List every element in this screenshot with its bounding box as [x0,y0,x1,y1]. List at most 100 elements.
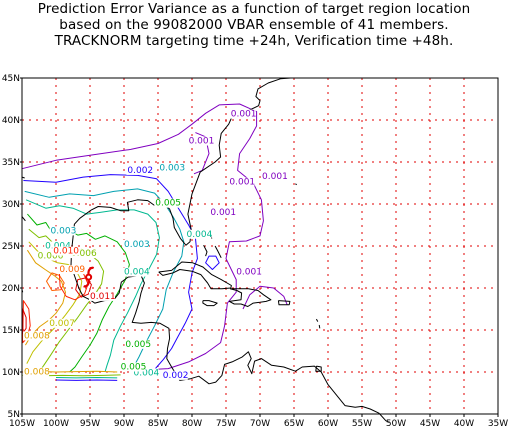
contour-label-background [154,198,181,208]
lon-tick-label: 55W [352,419,372,428]
coastline [21,216,26,222]
contour-label: 0.006 [71,249,97,259]
contour-label-background [69,249,96,259]
contour-label: 0.002 [163,371,189,381]
coastline [214,245,222,259]
contour-label: 0.003 [159,163,185,173]
lat-tick-label: 40N [2,116,20,126]
lat-tick-label: 35N [2,158,20,168]
coastlines [21,77,390,423]
lon-tick-label: 95W [80,419,100,428]
coastline [228,288,272,307]
contour-label-background [158,163,185,173]
contour-line-0-001 [242,285,288,310]
lat-lon-grid [22,78,498,414]
contour-label: 0.008 [24,368,50,378]
contour-label-background [123,267,149,277]
lat-tick-label: 45N [2,74,20,84]
contour-label: 0.009 [59,265,85,275]
contour-line-0-004 [25,199,160,373]
contour-line-0-003 [24,188,185,370]
lon-tick-label: 85W [148,419,168,428]
contour-label-background [119,362,146,372]
lon-tick-label: 65W [284,419,304,428]
contour-label: 0.004 [134,368,160,378]
map-title-line-2: based on the 99082000 VBAR ensemble of 4… [59,17,449,33]
contour-label-background [58,265,85,275]
contour-label: 0.002 [127,166,153,176]
contour-line-0-008 [24,249,66,346]
contour-label: 0.001 [189,137,215,147]
lat-tick-label: 15N [2,326,20,336]
coastline [202,300,218,307]
coastline [70,193,390,423]
coastline [203,244,208,257]
lon-tick-label: 35W [488,419,508,428]
contour-label: 0.001 [229,178,255,188]
contour-label: 0.007 [49,319,75,329]
contour-label: 0.004 [124,268,150,278]
contour-label: 0.001 [236,268,262,278]
map-title-line-3: TRACKNORM targeting time +24h, Verificat… [54,33,454,49]
contour-label-background [261,171,288,181]
hurricane-symbol-icon [83,266,95,288]
contour-label: 0.003 [51,226,77,236]
contour-label: 0.006 [38,252,64,262]
lon-tick-label: 80W [182,419,202,428]
lat-tick-label: 5N [8,410,20,420]
lat-tick-label: 10N [2,368,20,378]
contour-label-background [126,165,153,175]
contour-label: 0.001 [210,208,236,218]
contour-label: 0.008 [24,331,50,341]
contour-label: 0.004 [45,242,71,252]
lat-tick-label: 25N [2,242,20,252]
lat-tick-label: 20N [2,284,20,294]
lon-tick-label: 50W [386,419,406,428]
contour-label: 0.004 [187,230,213,240]
contour-label: 0.001 [231,110,257,120]
lon-tick-label: 60W [318,419,338,428]
contour-label-background [52,246,79,256]
contour-label-background [228,177,255,187]
coastline [315,365,322,372]
coastline [158,261,232,290]
contour-label-background [185,229,212,239]
contour-label-background [23,331,50,341]
contour-label-background [36,251,63,261]
contour-label-background [49,226,76,236]
contour-label-background [23,367,50,377]
contour-label-background [124,339,151,349]
contour-labels: 0.001 0.001 0.001 0.001 0.001 0.001 0.002 0.002… [23,109,288,381]
contour-label-background [48,318,75,328]
contour-label-background [161,370,188,380]
lon-tick-label: 75W [216,419,236,428]
contour-label: 0.005 [121,362,147,372]
contour-line-0-011 [22,308,27,334]
contour-label: 0.010 [53,247,79,257]
coastline [295,183,297,186]
coastline [277,300,291,306]
contour-line-0-002 [205,255,220,270]
lon-tick-label: 90W [114,419,134,428]
contour-label-background [229,109,256,119]
lat-tick-label: 30N [2,200,20,210]
lon-tick-label: 45W [420,419,440,428]
contour-label-background [209,207,236,217]
contour-label: 0.005 [155,199,181,209]
contour-label-background [44,241,71,251]
contour-label: 0.003 [124,240,150,250]
coastline [318,324,321,329]
contour-label-background [123,239,149,249]
contour-line-0-001 [193,132,210,175]
axis-labels: 5N 10N 15N 20N 25N 30N 35N 40N 45N 105W 100W 95W 90W… [2,74,508,428]
contour-label: 0.005 [125,340,151,350]
lon-tick-label: 40W [454,419,474,428]
contour-line-0-001 [21,103,264,373]
hurricane-eye [85,273,93,281]
hurricane-arm-bottom [83,279,90,288]
lon-tick-label: 100W [43,419,69,428]
hurricane-arm-top [87,266,95,275]
contour-label-background [235,267,262,277]
